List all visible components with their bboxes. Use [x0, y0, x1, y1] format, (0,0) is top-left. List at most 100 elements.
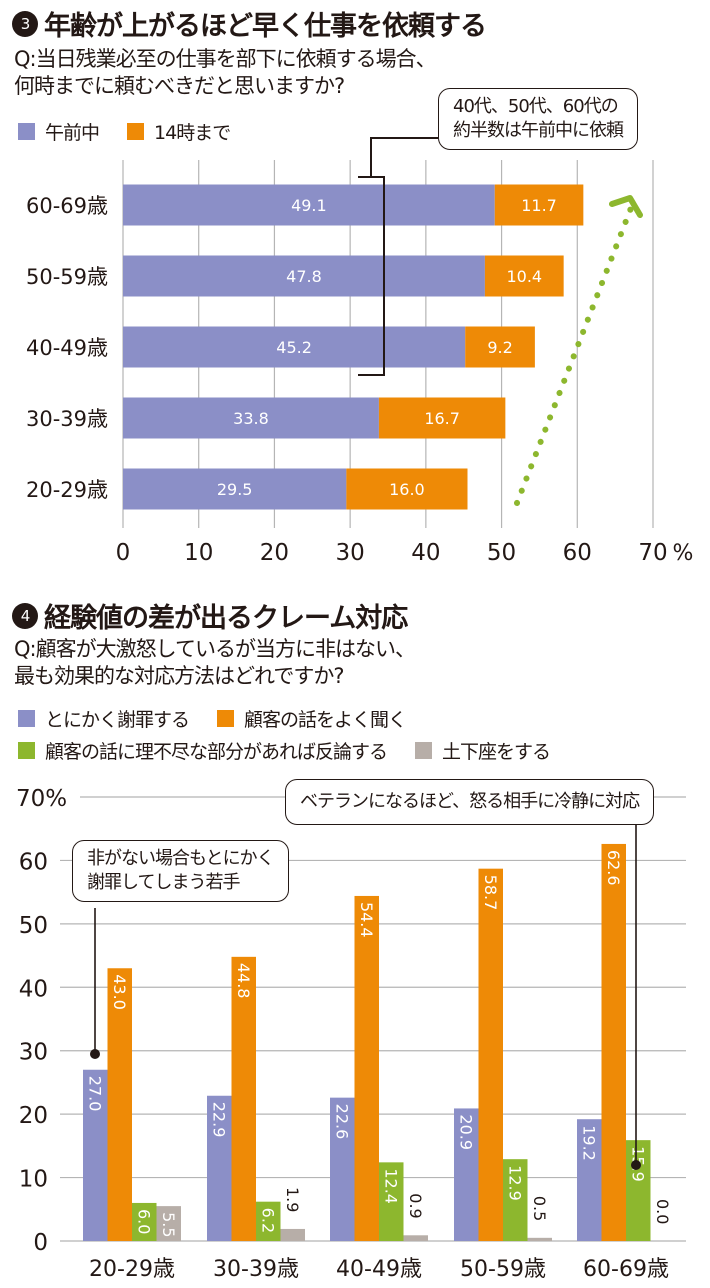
- data-label: 11.7: [521, 196, 557, 215]
- data-label: 6.2: [258, 1208, 277, 1233]
- y-tick-label: 0: [33, 1230, 48, 1256]
- legend-item-rebut: 顧客の話に理不尽な部分があれば反論する: [18, 737, 388, 764]
- callout-line: 非がない場合もとにかく: [87, 848, 275, 869]
- data-label: 33.8: [233, 409, 269, 428]
- bar-apologize: [454, 1108, 479, 1241]
- legend-label: 顧客の話に理不尽な部分があれば反論する: [45, 741, 388, 763]
- bar-apologize: [83, 1069, 108, 1241]
- callout-leader-line: [370, 137, 438, 177]
- legend-swatch: [415, 742, 433, 759]
- data-label: 29.5: [217, 480, 253, 499]
- legend-label: 14時まで: [154, 122, 231, 144]
- data-label: 49.1: [291, 196, 327, 215]
- trend-arrowhead: [609, 195, 643, 218]
- data-label: 16.7: [424, 409, 460, 428]
- x-tick-label: 0: [116, 540, 131, 566]
- data-label: 58.7: [481, 875, 500, 911]
- y-tick-label: 40: [19, 976, 48, 1002]
- leader-dot: [631, 1160, 641, 1170]
- bar-segment-morning: [123, 184, 495, 226]
- bar-dogeza: [527, 1237, 552, 1241]
- bar-rebut: [626, 1140, 651, 1241]
- bar-listen: [231, 956, 256, 1241]
- callout-line: 40代、50代、60代の: [453, 96, 619, 117]
- question-line: 何時までに頼むべきだと思いますか?: [14, 74, 345, 98]
- x-tick-label: 40: [411, 540, 440, 566]
- bar-rebut: [132, 1202, 157, 1241]
- x-category-label: 30-39歳: [213, 1257, 299, 1282]
- legend-label: 午前中: [45, 122, 100, 144]
- callout-line: 約半数は午前中に依頼: [453, 120, 624, 141]
- section3-question: Q:当日残業必至の仕事を部下に依頼する場合、 何時までに頼むべきだと思いますか?: [14, 46, 437, 100]
- section3-title-text: 年齢が上がるほど早く仕事を依頼する: [44, 11, 487, 42]
- x-category-label: 40-49歳: [336, 1257, 422, 1282]
- data-label: 12.4: [381, 1168, 400, 1204]
- question-line: 最も効果的な対応方法はどれですか?: [14, 664, 345, 688]
- x-tick-label: 10: [184, 540, 213, 566]
- x-category-label: 20-29歳: [89, 1257, 175, 1282]
- data-label: 45.2: [276, 338, 312, 357]
- y-category-label: 50-59歳: [26, 265, 108, 289]
- callout-line: ベテランになるほど、怒る相手に冷静に対応: [300, 791, 640, 812]
- chart-horizontal-stacked: 0 10 20 30 40 50 60 70 % 60-69歳 49.1 11.7 50-59歳 47.8…: [26, 137, 694, 566]
- data-label: 54.4: [357, 902, 376, 938]
- data-label: 22.9: [209, 1102, 228, 1138]
- section4-legend-row2: 顧客の話に理不尽な部分があれば反論する 土下座をする: [18, 737, 578, 764]
- legend-item-dogeza: 土下座をする: [415, 737, 551, 764]
- x-tick-label: 50: [487, 540, 516, 566]
- data-label: 20.9: [456, 1114, 475, 1150]
- bar-segment-14h: [465, 326, 535, 368]
- y-category-label: 20-29歳: [26, 478, 108, 502]
- data-label: 27.0: [85, 1076, 104, 1112]
- data-label: 19.2: [579, 1125, 598, 1161]
- x-unit-label: %: [673, 541, 694, 566]
- section4-title: 4 経験値の差が出るクレーム対応: [12, 596, 408, 635]
- y-tick-label: 60: [19, 849, 48, 875]
- section-number-badge: 3: [12, 10, 38, 37]
- y-tick-label: 30: [19, 1040, 48, 1066]
- y-category-label: 30-39歳: [26, 407, 108, 431]
- legend-label: 土下座をする: [442, 741, 551, 763]
- bar-rebut: [503, 1159, 528, 1241]
- data-label: 12.9: [505, 1165, 524, 1201]
- bar-listen: [601, 843, 626, 1241]
- question-line: Q:顧客が大激怒しているが当方に非はない、: [14, 637, 416, 661]
- data-label: 0.5: [530, 1196, 549, 1221]
- legend-item-apologize: とにかく謝罪する: [18, 705, 190, 732]
- legend-label: 顧客の話をよく聞く: [244, 709, 407, 731]
- data-label: 62.6: [604, 850, 623, 886]
- bar-listen: [107, 968, 132, 1241]
- section4-legend-row1: とにかく謝罪する 顧客の話をよく聞く: [18, 705, 434, 732]
- legend-swatch: [18, 710, 35, 727]
- y-tick-label: 70%: [16, 786, 67, 812]
- leader-dot: [90, 1049, 100, 1059]
- legend-item-morning: 午前中: [18, 118, 100, 145]
- data-label: 5.5: [159, 1212, 178, 1237]
- callout-veteran: ベテランになるほど、怒る相手に冷静に対応: [285, 779, 655, 825]
- data-label: 0.9: [406, 1193, 425, 1218]
- bar-listen: [354, 895, 379, 1241]
- bar-segment-14h: [484, 255, 564, 297]
- data-label: 44.8: [234, 963, 253, 999]
- x-tick-label: 30: [336, 540, 365, 566]
- bar-apologize: [207, 1095, 232, 1241]
- data-label: 1.9: [283, 1187, 302, 1212]
- legend-swatch: [217, 710, 235, 727]
- callout-section3: 40代、50代、60代の 約半数は午前中に依頼: [438, 88, 638, 150]
- y-category-label: 60-69歳: [26, 194, 108, 218]
- bar-apologize: [577, 1119, 602, 1241]
- bar-rebut: [379, 1162, 404, 1241]
- bar-segment-morning: [123, 255, 485, 297]
- x-tick-label: 20: [260, 540, 289, 566]
- data-label: 16.0: [389, 480, 425, 499]
- y-tick-label: 10: [19, 1167, 48, 1193]
- x-tick-label: 70: [638, 540, 667, 566]
- bar-segment-morning: [123, 397, 379, 439]
- section3-legend: 午前中 14時まで: [18, 118, 258, 145]
- bar-segment-14h: [494, 184, 584, 226]
- legend-item-listen: 顧客の話をよく聞く: [217, 705, 407, 732]
- bar-dogeza: [156, 1206, 181, 1241]
- legend-swatch: [18, 123, 35, 140]
- y-tick-label: 20: [19, 1103, 48, 1129]
